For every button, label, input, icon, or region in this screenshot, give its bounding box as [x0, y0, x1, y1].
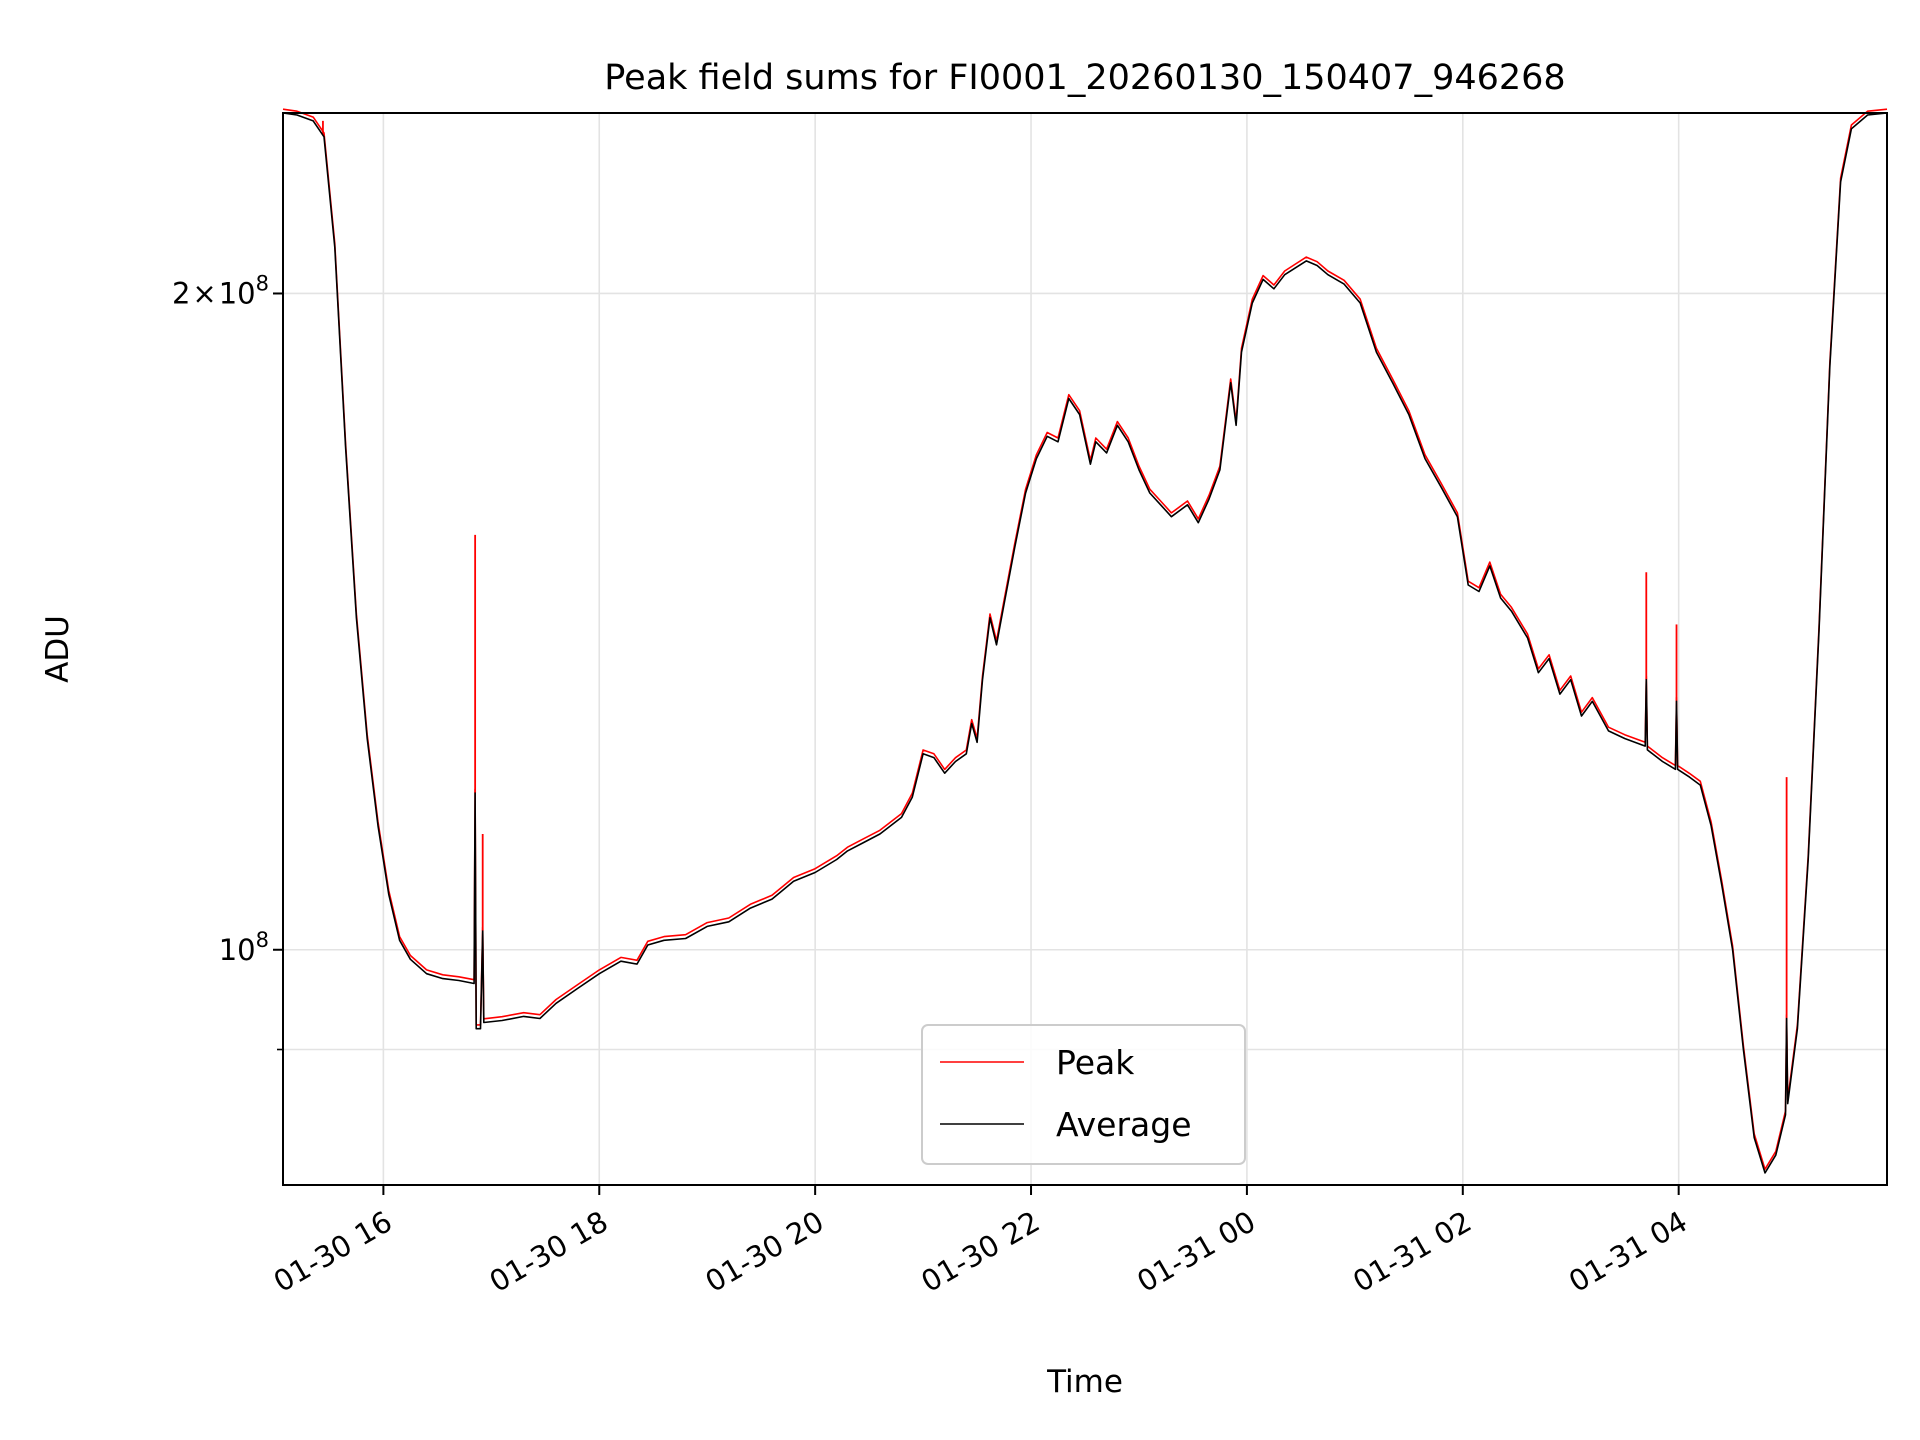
- x-axis-label: Time: [1046, 1364, 1123, 1400]
- y-tick-base: 10: [219, 933, 256, 967]
- grid: [283, 113, 1887, 1185]
- y-axis-label: ADU: [40, 615, 76, 683]
- y-tick-mantissa: 2: [172, 276, 190, 310]
- legend-box: [921, 1024, 1246, 1165]
- series-peak-spikes: [322, 120, 1788, 1019]
- y-tick-exponent: 8: [256, 271, 269, 295]
- y-tick-base: 10: [219, 276, 256, 310]
- plot-series: [282, 108, 1888, 1174]
- y-tick-exponent: 8: [256, 928, 269, 952]
- plot-frame: [282, 112, 1888, 1186]
- legend-label-average: Average: [1056, 1105, 1192, 1144]
- y-tick-label: 2×108: [172, 271, 269, 310]
- chart-title: Peak field sums for FI0001_20260130_1504…: [604, 58, 1565, 98]
- y-tick-label: 108: [219, 928, 269, 967]
- y-tick-times: ×: [192, 276, 216, 310]
- series-peak-line: [282, 108, 1888, 1170]
- legend-label-peak: Peak: [1056, 1043, 1135, 1082]
- legend: Peak Average: [921, 1024, 1246, 1165]
- series-average-line: [282, 112, 1888, 1174]
